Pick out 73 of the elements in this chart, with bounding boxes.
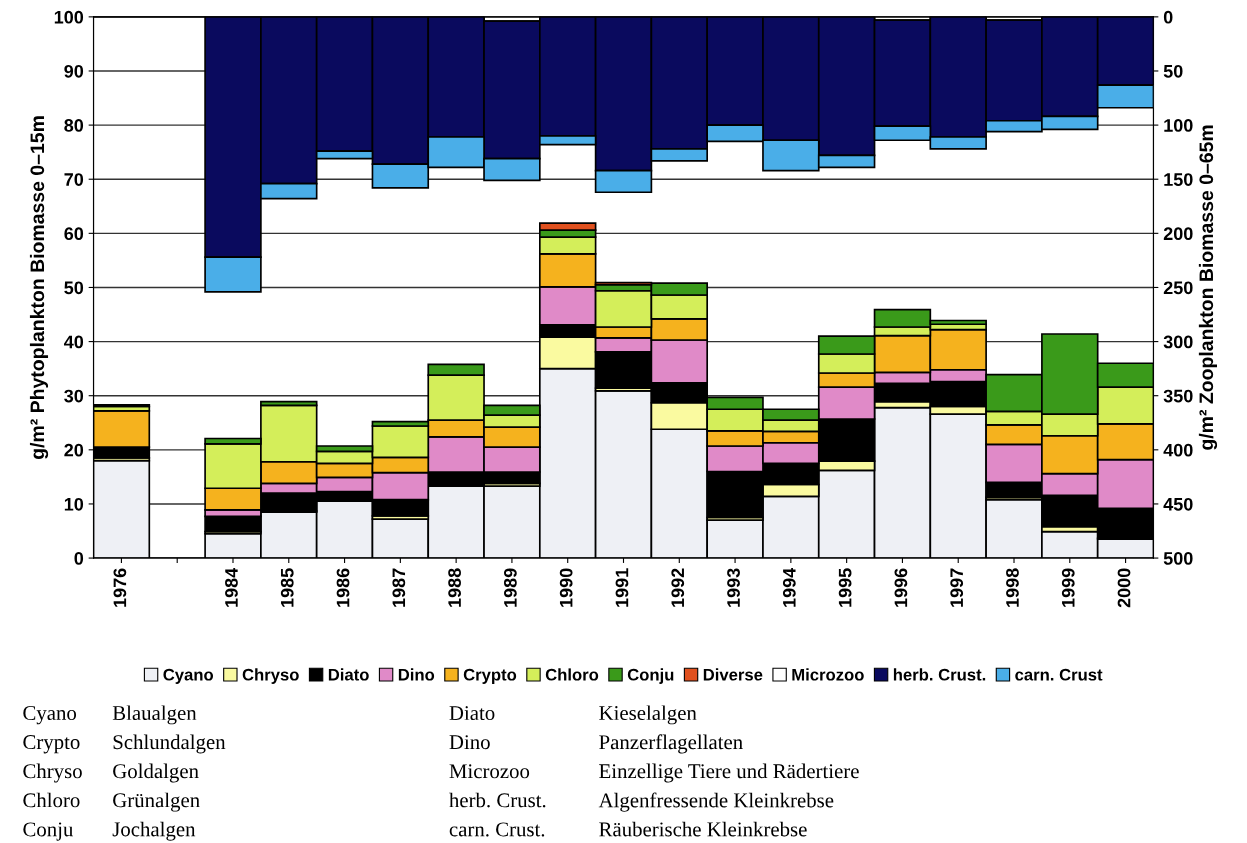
text: Panzerflagellaten xyxy=(599,734,743,754)
x-tick-label: 1991 xyxy=(615,568,629,607)
y-tick-label: 50 xyxy=(64,281,84,295)
text: Dino xyxy=(449,735,490,750)
text: Grünalgen xyxy=(113,792,200,812)
text: Cyano xyxy=(23,706,77,725)
x-tick-label: 1984 xyxy=(225,567,238,607)
y2-tick-label: 0 xyxy=(1163,10,1173,24)
legend-label: Cyano xyxy=(163,668,214,684)
y2-tick-label: 300 xyxy=(1163,335,1193,349)
legend-label: Chryso xyxy=(242,668,299,684)
text: Blaualgen xyxy=(112,705,197,725)
legend-label: herb. Crust. xyxy=(893,668,986,681)
y2-tick-label: 100 xyxy=(1164,119,1193,132)
text: Conju xyxy=(23,822,74,841)
text: Einzellige Tiere und Rädertiere xyxy=(599,763,859,783)
legend-label: Diverse xyxy=(703,668,763,681)
legend-label: Crypto xyxy=(463,668,517,684)
legend-label: Diato xyxy=(328,668,369,681)
y-axis-title: g/m² Phytoplankton Biomasse 0–15m xyxy=(29,116,49,459)
x-tick-label: 1976 xyxy=(113,568,127,607)
x-tick-label: 1995 xyxy=(838,568,852,607)
x-tick-label: 1996 xyxy=(894,568,908,607)
text: Goldalgen xyxy=(113,763,199,783)
y-tick-label: 40 xyxy=(64,335,84,349)
y-tick-label: 30 xyxy=(64,389,84,403)
y2-tick-label: 150 xyxy=(1164,173,1193,186)
text: Räuberische Kleinkrebse xyxy=(599,821,807,837)
y2-tick-label: 450 xyxy=(1163,497,1193,511)
x-tick-label: 1994 xyxy=(782,567,796,607)
y-tick-label: 60 xyxy=(64,227,84,241)
y-tick-label: 90 xyxy=(64,64,84,78)
y-tick-label: 80 xyxy=(64,119,84,132)
y-tick-label: 100 xyxy=(54,10,84,24)
text: Algenfressende Kleinkrebse xyxy=(598,792,834,812)
text: Chloro xyxy=(23,792,80,808)
y2-tick-label: 50 xyxy=(1163,64,1183,78)
y-tick-label: 20 xyxy=(64,443,84,457)
legend-label: Microzoo xyxy=(792,668,864,681)
x-tick-label: 2000 xyxy=(1117,568,1131,608)
x-tick-label: 1997 xyxy=(950,568,964,607)
y2-tick-label: 350 xyxy=(1163,389,1193,403)
x-tick-label: 1998 xyxy=(1006,568,1019,607)
y2-tick-label: 500 xyxy=(1163,552,1193,565)
x-tick-label: 1999 xyxy=(1061,568,1075,607)
text: herb. Crust. xyxy=(449,792,546,808)
x-tick-label: 1987 xyxy=(392,568,406,607)
legend-label: carn. Crust xyxy=(1015,668,1103,681)
text: Jochalgen xyxy=(112,821,196,841)
legend-label: Chloro xyxy=(545,668,599,681)
text: Chryso xyxy=(23,763,82,783)
text: Crypto xyxy=(23,735,80,754)
text: Schlundalgen xyxy=(113,734,226,754)
x-tick-label: 1985 xyxy=(280,568,294,607)
x-tick-label: 1986 xyxy=(336,568,350,607)
y-tick-label: 0 xyxy=(74,552,84,565)
y2-tick-label: 250 xyxy=(1163,281,1193,295)
text: Diato xyxy=(449,706,495,721)
x-tick-label: 1990 xyxy=(559,568,573,607)
legend-label: Dino xyxy=(398,668,435,681)
x-tick-label: 1993 xyxy=(727,568,740,607)
legend-label: Conju xyxy=(627,668,674,684)
y2-tick-label: 400 xyxy=(1163,443,1193,457)
text: Kieselalgen xyxy=(599,705,697,725)
x-tick-label: 1992 xyxy=(671,568,685,607)
y2-tick-label: 200 xyxy=(1163,227,1193,241)
text: carn. Crust. xyxy=(449,822,545,837)
y-tick-label: 10 xyxy=(64,497,84,511)
x-tick-label: 1989 xyxy=(503,568,517,607)
x-tick-label: 1988 xyxy=(448,568,461,607)
y-tick-label: 70 xyxy=(64,173,84,186)
y2-axis-title: g/m² Zooplankton Biomasse 0–65m xyxy=(1198,125,1218,450)
text: Microzoo xyxy=(449,764,530,779)
